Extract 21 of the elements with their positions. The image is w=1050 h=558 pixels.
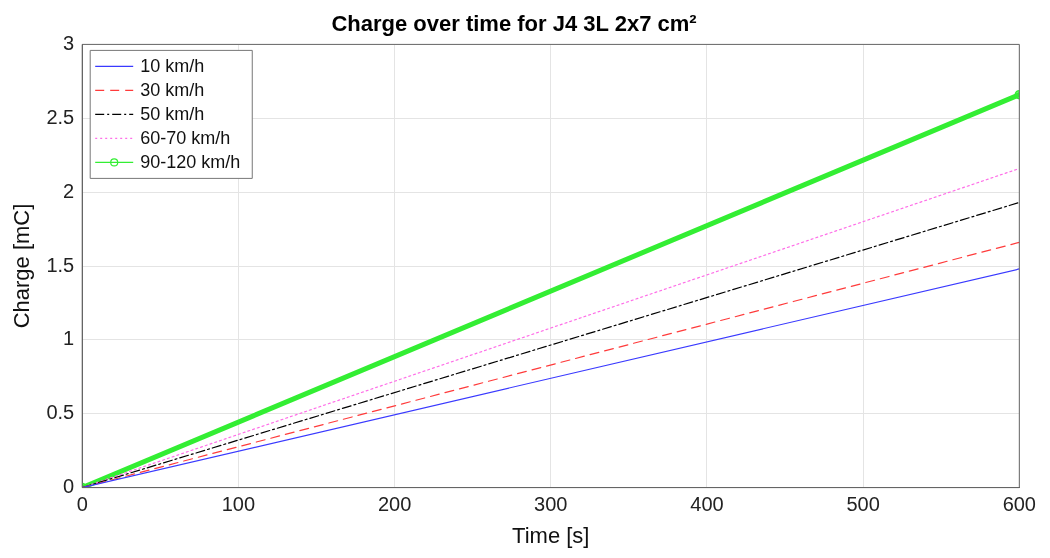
y-tick-label: 1.5 xyxy=(46,253,75,276)
legend-label: 10 km/h xyxy=(140,56,205,77)
x-tick-label: 600 xyxy=(1002,493,1036,516)
x-tick-label: 500 xyxy=(846,493,880,516)
chart-title: Charge over time for J4 3L 2x7 cm² xyxy=(331,11,697,37)
legend-label: 90-120 km/h xyxy=(140,152,241,173)
y-tick-label: 2.5 xyxy=(46,105,75,128)
y-tick-label: 1 xyxy=(63,327,75,350)
x-tick-label: 100 xyxy=(221,493,256,516)
legend-label: 30 km/h xyxy=(140,80,205,101)
y-tick-label: 3 xyxy=(63,31,75,54)
y-tick-label: 0 xyxy=(63,475,75,498)
x-tick-label: 400 xyxy=(690,493,724,516)
legend-label: 50 km/h xyxy=(140,104,205,125)
x-axis-title: Time [s] xyxy=(512,522,590,548)
y-tick-label: 0.5 xyxy=(46,401,75,424)
x-tick-label: 200 xyxy=(377,493,412,516)
x-tick-label: 300 xyxy=(534,493,568,516)
y-axis-title: Charge [mC] xyxy=(9,203,35,329)
legend-label: 60-70 km/h xyxy=(140,128,231,149)
y-tick-label: 2 xyxy=(63,179,75,202)
